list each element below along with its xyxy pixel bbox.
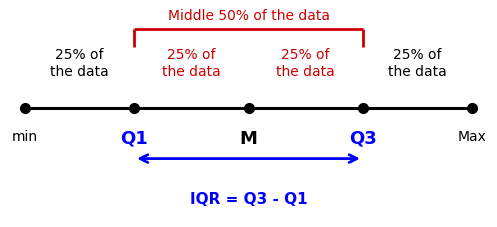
Text: 25% of
the data: 25% of the data bbox=[276, 48, 335, 79]
Text: min: min bbox=[12, 129, 38, 143]
Text: Q3: Q3 bbox=[349, 129, 377, 147]
Text: Max: Max bbox=[458, 129, 487, 143]
Text: Q1: Q1 bbox=[120, 129, 148, 147]
Text: Middle 50% of the data: Middle 50% of the data bbox=[167, 9, 330, 23]
Text: 25% of
the data: 25% of the data bbox=[162, 48, 221, 79]
Text: 25% of
the data: 25% of the data bbox=[388, 48, 447, 79]
Text: M: M bbox=[240, 129, 257, 147]
Text: 25% of
the data: 25% of the data bbox=[50, 48, 109, 79]
Text: IQR = Q3 - Q1: IQR = Q3 - Q1 bbox=[190, 191, 307, 206]
